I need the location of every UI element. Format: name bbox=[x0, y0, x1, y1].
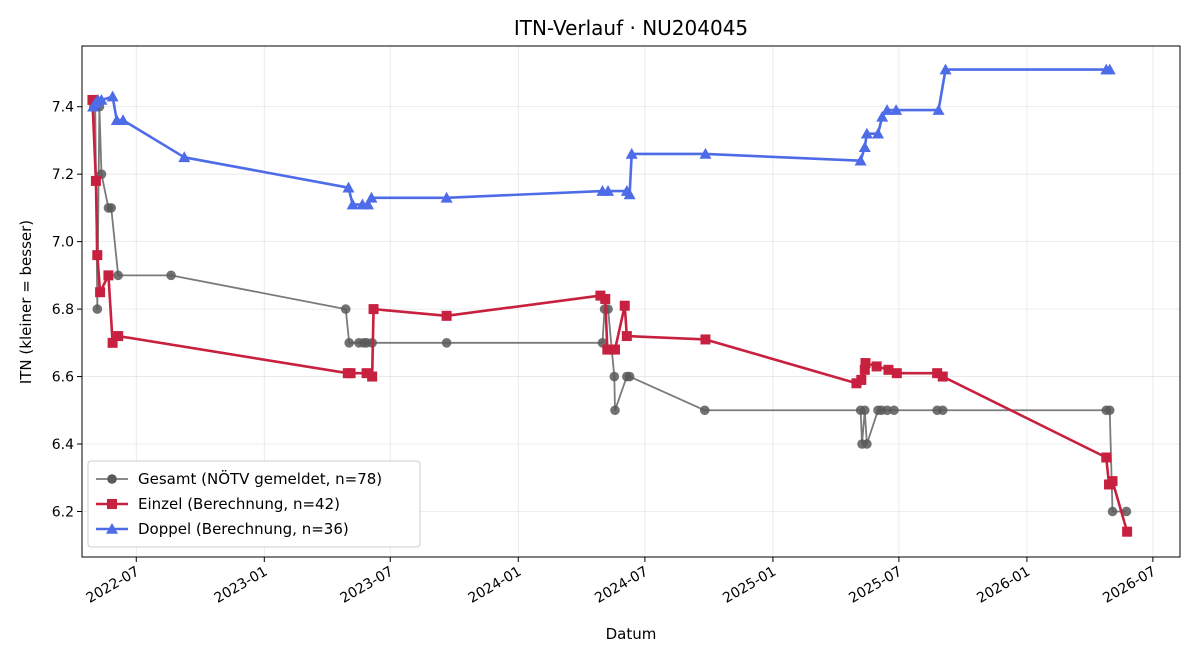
data-point-gesamt bbox=[92, 304, 103, 314]
data-point-doppel bbox=[876, 110, 889, 122]
legend-label-gesamt: Gesamt (NÖTV gemeldet, n=78) bbox=[138, 469, 382, 488]
data-point-doppel bbox=[602, 185, 615, 196]
data-point-doppel bbox=[699, 147, 712, 159]
data-point-einzel bbox=[609, 344, 620, 355]
data-point-einzel bbox=[107, 337, 118, 348]
data-point-doppel bbox=[106, 90, 119, 102]
data-point-einzel bbox=[856, 374, 867, 385]
data-point-gesamt bbox=[166, 270, 176, 281]
y-tick-label: 6.6 bbox=[52, 370, 74, 386]
data-point-einzel bbox=[600, 293, 611, 304]
y-tick-label: 6.2 bbox=[52, 504, 74, 520]
data-point-doppel bbox=[854, 154, 867, 166]
data-point-einzel bbox=[700, 334, 711, 345]
data-point-einzel bbox=[368, 304, 379, 315]
chart-title: ITN-Verlauf · NU204045 bbox=[514, 16, 748, 40]
data-point-gesamt bbox=[1104, 405, 1115, 416]
data-point-doppel bbox=[939, 63, 952, 75]
data-point-einzel bbox=[103, 270, 114, 281]
series-layer bbox=[87, 63, 1133, 537]
data-point-doppel bbox=[881, 104, 894, 115]
data-point-gesamt bbox=[862, 439, 872, 449]
data-point-einzel bbox=[95, 287, 106, 298]
data-point-gesamt bbox=[609, 371, 620, 382]
data-point-einzel bbox=[619, 300, 630, 311]
data-point-gesamt bbox=[889, 405, 899, 416]
data-point-gesamt bbox=[699, 405, 710, 416]
data-point-einzel bbox=[860, 358, 871, 369]
legend-label-einzel: Einzel (Berechnung, n=42) bbox=[138, 495, 340, 513]
data-point-einzel bbox=[1101, 452, 1112, 463]
data-point-doppel bbox=[117, 114, 130, 126]
data-point-gesamt bbox=[441, 338, 452, 348]
data-point-gesamt bbox=[937, 405, 948, 416]
legend-marker-gesamt bbox=[107, 474, 117, 484]
data-point-einzel bbox=[345, 368, 356, 379]
data-point-doppel bbox=[890, 104, 903, 115]
data-point-doppel bbox=[625, 147, 638, 159]
data-point-doppel bbox=[860, 127, 873, 139]
data-point-doppel bbox=[361, 198, 374, 210]
data-point-doppel bbox=[623, 188, 636, 200]
data-point-einzel bbox=[937, 371, 948, 382]
data-point-gesamt bbox=[624, 371, 635, 382]
data-point-gesamt bbox=[1107, 506, 1118, 517]
data-point-doppel bbox=[178, 151, 191, 163]
data-point-gesamt bbox=[1121, 506, 1132, 517]
data-point-gesamt bbox=[340, 304, 351, 314]
data-point-gesamt bbox=[344, 338, 354, 348]
data-point-doppel bbox=[872, 127, 885, 139]
data-point-gesamt bbox=[610, 405, 620, 416]
data-point-doppel bbox=[858, 141, 871, 152]
x-axis-title: Datum bbox=[606, 625, 657, 643]
data-point-doppel bbox=[1103, 63, 1116, 75]
data-point-einzel bbox=[621, 331, 632, 342]
data-point-einzel bbox=[113, 331, 124, 342]
legend-box bbox=[87, 460, 421, 548]
legend: Gesamt (NÖTV gemeldet, n=78) Einzel (Bere… bbox=[87, 460, 421, 548]
y-tick-label: 6.4 bbox=[52, 437, 74, 453]
data-point-einzel bbox=[891, 368, 902, 379]
data-point-gesamt bbox=[859, 405, 870, 416]
data-point-gesamt bbox=[106, 203, 117, 213]
data-point-doppel bbox=[346, 198, 359, 210]
data-point-einzel bbox=[367, 371, 378, 382]
y-tick-label: 7.4 bbox=[52, 100, 74, 116]
legend-marker-einzel bbox=[107, 499, 117, 509]
data-point-einzel bbox=[87, 94, 98, 105]
y-tick-label: 7.0 bbox=[52, 235, 74, 251]
data-point-einzel bbox=[871, 361, 882, 372]
data-point-einzel bbox=[1122, 526, 1133, 537]
data-point-einzel bbox=[883, 364, 894, 375]
data-point-einzel bbox=[1107, 476, 1118, 487]
legend-label-doppel: Doppel (Berechnung, n=36) bbox=[138, 520, 349, 538]
grid-lines bbox=[82, 46, 1180, 557]
data-point-einzel bbox=[90, 175, 101, 186]
data-point-doppel bbox=[440, 191, 453, 203]
data-point-einzel bbox=[441, 310, 452, 321]
data-point-gesamt bbox=[113, 270, 123, 281]
data-point-einzel bbox=[361, 368, 372, 379]
data-point-doppel bbox=[365, 191, 378, 203]
data-point-doppel bbox=[342, 181, 355, 193]
y-axis-title: ITN (kleiner = besser) bbox=[17, 220, 35, 384]
data-point-einzel bbox=[932, 368, 943, 379]
data-point-doppel bbox=[932, 104, 945, 115]
plot-frame bbox=[81, 45, 1181, 558]
data-point-doppel bbox=[95, 93, 108, 105]
legend-marker-doppel bbox=[106, 523, 118, 534]
data-point-einzel bbox=[859, 364, 870, 375]
data-point-gesamt bbox=[882, 405, 892, 416]
data-point-einzel bbox=[92, 250, 103, 261]
series-einzel bbox=[87, 94, 1133, 537]
y-tick-label: 6.8 bbox=[52, 302, 74, 318]
y-tick-label: 7.2 bbox=[52, 167, 74, 183]
series-doppel bbox=[87, 63, 1116, 210]
